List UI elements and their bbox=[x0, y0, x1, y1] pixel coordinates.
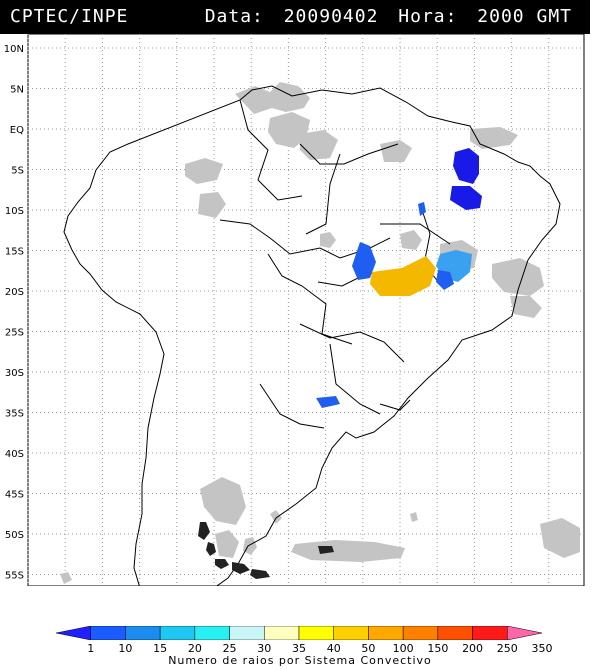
lat-label: 15S bbox=[5, 247, 24, 258]
colorbar-segment bbox=[333, 626, 369, 640]
colorbar-tick-label: 25 bbox=[222, 642, 237, 655]
colorbar-segment bbox=[56, 626, 91, 640]
lat-label: 50S bbox=[5, 530, 24, 541]
colorbar-segment bbox=[507, 626, 542, 640]
colorbar-tick-label: 10 bbox=[118, 642, 133, 655]
colorbar-segment bbox=[125, 626, 161, 640]
colorbar-tick-label: 30 bbox=[257, 642, 272, 655]
colorbar-segment bbox=[194, 626, 230, 640]
colorbar-segment bbox=[472, 626, 508, 640]
lat-label: 10S bbox=[5, 206, 24, 217]
map-frame bbox=[27, 34, 585, 586]
colorbar-tick-label: 40 bbox=[326, 642, 341, 655]
colorbar-segment bbox=[159, 626, 196, 640]
colorbar-tick-label: 250 bbox=[496, 642, 518, 655]
colorbar-tick-label: 50 bbox=[361, 642, 376, 655]
colorbar-segment bbox=[229, 626, 265, 640]
lat-label: 45S bbox=[5, 490, 24, 501]
colorbar-segment bbox=[437, 626, 473, 640]
colorbar-segment bbox=[402, 626, 439, 640]
colorbar-tick-label: 200 bbox=[462, 642, 484, 655]
colorbar-tick-label: 100 bbox=[392, 642, 414, 655]
date-time-label: Data: 20090402 Hora: 2000 GMT bbox=[205, 6, 572, 27]
lat-label: 40S bbox=[5, 449, 24, 460]
continent-outline bbox=[63, 85, 561, 586]
lat-label: 5S bbox=[11, 166, 24, 177]
colorbar-segment bbox=[90, 626, 126, 640]
date-value: 20090402 bbox=[283, 6, 379, 27]
hour-value: 2000 GMT bbox=[477, 6, 572, 27]
lat-label: 5N bbox=[10, 85, 24, 96]
lat-label: 25S bbox=[5, 328, 24, 339]
colorbar-tick-label: 350 bbox=[531, 642, 553, 655]
hour-label: Hora: bbox=[398, 6, 458, 27]
lat-label: 10N bbox=[4, 44, 24, 55]
lat-label: EQ bbox=[10, 125, 24, 136]
colorbar-tick-label: 15 bbox=[153, 642, 168, 655]
source-label: CPTEC/INPE bbox=[10, 6, 129, 27]
lat-label: 30S bbox=[5, 368, 24, 379]
south-america-map: 10N5NEQ5S10S15S20S25S30S35S40S45S50S55S1… bbox=[4, 34, 585, 586]
map-header: CPTEC/INPE Data: 20090402 Hora: 2000 GMT bbox=[0, 0, 590, 34]
lat-label: 20S bbox=[5, 287, 24, 298]
colorbar-segment bbox=[368, 626, 404, 640]
cloud-cover bbox=[60, 82, 580, 584]
colorbar-tick-label: 1 bbox=[87, 642, 95, 655]
lat-label: 55S bbox=[5, 571, 24, 582]
lat-label: 35S bbox=[5, 409, 24, 420]
colorbar-segment bbox=[298, 626, 334, 640]
colorbar-tick-label: 150 bbox=[427, 642, 449, 655]
colorbar-tick-label: 20 bbox=[187, 642, 202, 655]
patagonia-islands bbox=[198, 522, 334, 579]
colorbar-caption: Numero de raios por Sistema Convectivo bbox=[168, 654, 432, 667]
date-label: Data: bbox=[204, 6, 264, 27]
convective-systems bbox=[316, 148, 482, 408]
colorbar-segment bbox=[264, 626, 300, 640]
lat-lon-grid bbox=[27, 34, 584, 586]
colorbar-tick-label: 35 bbox=[292, 642, 306, 655]
axis-labels: 10N5NEQ5S10S15S20S25S30S35S40S45S50S55S1… bbox=[4, 44, 24, 582]
colorbar bbox=[56, 626, 542, 640]
